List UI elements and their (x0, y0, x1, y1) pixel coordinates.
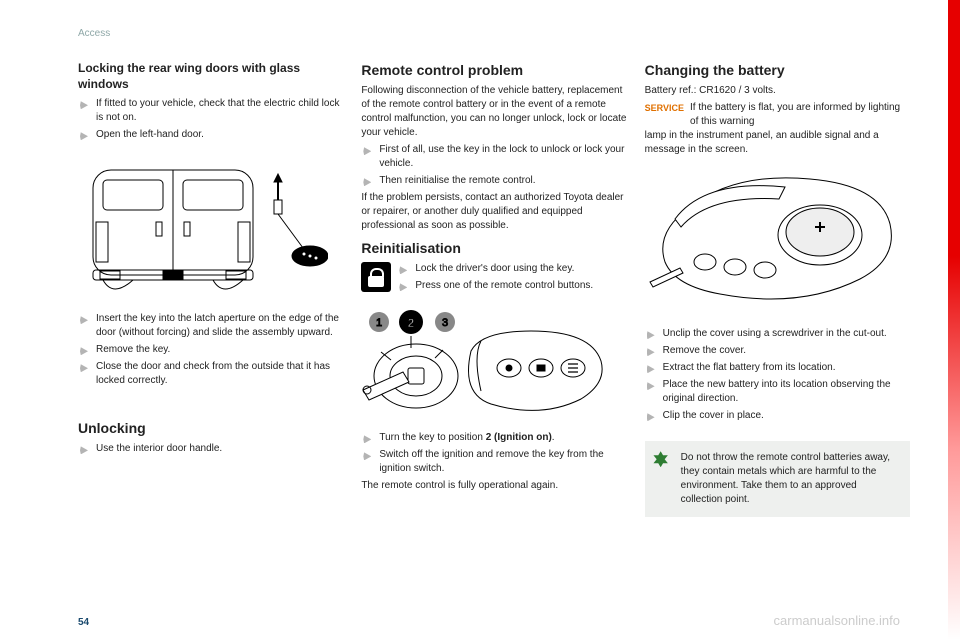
service-text1: If the battery is flat, you are informed… (690, 101, 910, 129)
col1-list2: Insert the key into the latch aperture o… (78, 312, 343, 388)
column-2: Remote control problem Following disconn… (361, 61, 626, 517)
page-number: 54 (78, 617, 89, 628)
svg-text:3: 3 (442, 317, 448, 329)
col3-list1: Unclip the cover using a screwdriver in … (645, 327, 910, 423)
list-item: Extract the flat battery from its locati… (645, 361, 910, 375)
col1-list1: If fitted to your vehicle, check that th… (78, 97, 343, 142)
column-1: Locking the rear wing doors with glass w… (78, 61, 343, 517)
list-item: Clip the cover in place. (645, 409, 910, 423)
eco-text: Do not throw the remote control batterie… (681, 452, 890, 505)
service-text2: lamp in the instrument panel, an audible… (645, 129, 910, 157)
svg-text:2: 2 (408, 316, 415, 330)
list-item: Place the new battery into its location … (645, 378, 910, 406)
list-item: If fitted to your vehicle, check that th… (78, 97, 343, 125)
lock-row: Lock the driver's door using the key. Pr… (361, 262, 626, 296)
ignition-key-illustration: 1 2 3 (361, 306, 626, 421)
svg-text:1: 1 (376, 317, 382, 329)
col1-title1: Locking the rear wing doors with glass w… (78, 61, 343, 92)
text-fragment: Turn the key to position (379, 432, 485, 443)
col2-lock-list: Lock the driver's door using the key. Pr… (397, 262, 626, 296)
service-icon: SERVICE (645, 101, 684, 113)
col3-title1: Changing the battery (645, 61, 910, 79)
eco-note: Do not throw the remote control batterie… (645, 441, 910, 517)
list-item: Then reinitialise the remote control. (361, 174, 626, 188)
col1-list3: Use the interior door handle. (78, 442, 343, 456)
list-item: First of all, use the key in the lock to… (361, 143, 626, 171)
van-rear-illustration (78, 152, 343, 302)
col1-title2: Unlocking (78, 419, 343, 437)
col2-outro: The remote control is fully operational … (361, 479, 626, 493)
list-item: Lock the driver's door using the key. (397, 262, 626, 276)
content-area: Locking the rear wing doors with glass w… (0, 39, 960, 517)
list-item: Open the left-hand door. (78, 128, 343, 142)
list-item: Use the interior door handle. (78, 442, 343, 456)
list-item: Switch off the ignition and remove the k… (361, 448, 626, 476)
list-item: Insert the key into the latch aperture o… (78, 312, 343, 340)
bold-fragment: 2 (Ignition on) (486, 432, 552, 443)
col2-intro: Following disconnection of the vehicle b… (361, 84, 626, 140)
list-item: Press one of the remote control buttons. (397, 279, 626, 293)
list-item: Remove the key. (78, 343, 343, 357)
col2-persist: If the problem persists, contact an auth… (361, 191, 626, 233)
side-gradient (948, 0, 960, 640)
col2-list1: First of all, use the key in the lock to… (361, 143, 626, 188)
battery-ref: Battery ref.: CR1620 / 3 volts. (645, 84, 910, 98)
section-header: Access (0, 0, 960, 39)
list-item: Remove the cover. (645, 344, 910, 358)
list-item: Close the door and check from the outsid… (78, 360, 343, 388)
list-item: Unclip the cover using a screwdriver in … (645, 327, 910, 341)
service-row: SERVICE If the battery is flat, you are … (645, 101, 910, 129)
list-item: Turn the key to position 2 (Ignition on)… (361, 431, 626, 445)
battery-change-illustration (645, 167, 910, 317)
lock-icon (361, 262, 391, 292)
col2-title1: Remote control problem (361, 61, 626, 79)
col2-list2: Turn the key to position 2 (Ignition on)… (361, 431, 626, 476)
column-3: Changing the battery Battery ref.: CR162… (645, 61, 910, 517)
col2-title2: Reinitialisation (361, 239, 626, 257)
watermark: carmanualsonline.info (774, 613, 900, 628)
